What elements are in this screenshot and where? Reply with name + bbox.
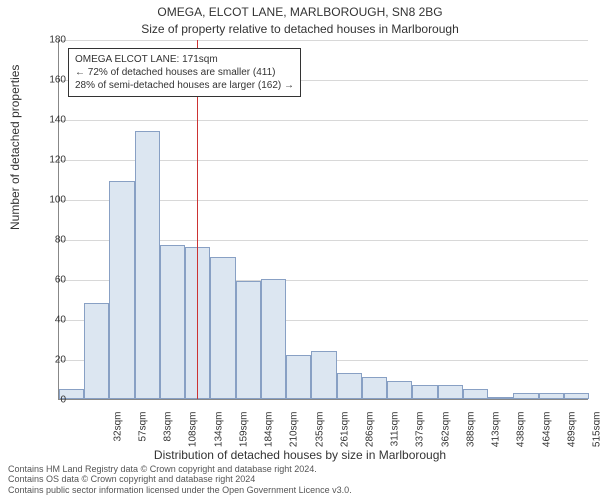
histogram-bar — [286, 355, 311, 399]
x-tick-label: 83sqm — [163, 412, 174, 462]
chart-container: OMEGA, ELCOT LANE, MARLBOROUGH, SN8 2BG … — [0, 0, 600, 500]
histogram-bar — [412, 385, 437, 399]
annotation-line2: ← 72% of detached houses are smaller (41… — [75, 66, 294, 79]
x-tick-label: 438sqm — [516, 412, 527, 462]
histogram-bar — [311, 351, 336, 399]
chart-title-line1: OMEGA, ELCOT LANE, MARLBOROUGH, SN8 2BG — [0, 5, 600, 19]
x-tick-label: 362sqm — [440, 412, 451, 462]
histogram-bar — [513, 393, 538, 399]
x-tick-label: 261sqm — [339, 412, 350, 462]
x-axis-label: Distribution of detached houses by size … — [0, 448, 600, 462]
gridline-h — [59, 40, 588, 41]
y-tick-label: 60 — [36, 275, 66, 286]
footer-line1: Contains HM Land Registry data © Crown c… — [8, 464, 592, 475]
x-tick-label: 134sqm — [213, 412, 224, 462]
histogram-bar — [160, 245, 185, 399]
x-tick-label: 413sqm — [491, 412, 502, 462]
histogram-bar — [438, 385, 463, 399]
histogram-bar — [564, 393, 589, 399]
footer-line2: Contains OS data © Crown copyright and d… — [8, 474, 592, 485]
x-tick-label: 337sqm — [415, 412, 426, 462]
y-tick-label: 100 — [36, 195, 66, 206]
x-tick-label: 184sqm — [264, 412, 275, 462]
y-tick-label: 140 — [36, 115, 66, 126]
y-tick-label: 80 — [36, 235, 66, 246]
histogram-bar — [387, 381, 412, 399]
histogram-bar — [539, 393, 564, 399]
histogram-bar — [210, 257, 235, 399]
y-tick-label: 0 — [36, 395, 66, 406]
x-tick-label: 210sqm — [289, 412, 300, 462]
histogram-bar — [135, 131, 160, 399]
y-tick-label: 40 — [36, 315, 66, 326]
histogram-bar — [84, 303, 109, 399]
footer: Contains HM Land Registry data © Crown c… — [8, 464, 592, 496]
x-tick-label: 464sqm — [541, 412, 552, 462]
y-tick-label: 20 — [36, 355, 66, 366]
gridline-h — [59, 120, 588, 121]
histogram-bar — [236, 281, 261, 399]
chart-title-line2: Size of property relative to detached ho… — [0, 22, 600, 36]
histogram-bar — [261, 279, 286, 399]
x-tick-label: 235sqm — [314, 412, 325, 462]
x-tick-label: 489sqm — [566, 412, 577, 462]
histogram-bar — [463, 389, 488, 399]
y-tick-label: 120 — [36, 155, 66, 166]
x-tick-label: 159sqm — [238, 412, 249, 462]
y-axis-label: Number of detached properties — [8, 65, 22, 230]
x-tick-label: 388sqm — [465, 412, 476, 462]
y-tick-label: 160 — [36, 75, 66, 86]
x-tick-label: 108sqm — [188, 412, 199, 462]
footer-line3: Contains public sector information licen… — [8, 485, 592, 496]
y-tick-label: 180 — [36, 35, 66, 46]
annotation-line1: OMEGA ELCOT LANE: 171sqm — [75, 53, 294, 66]
histogram-bar — [109, 181, 134, 399]
annotation-line3: 28% of semi-detached houses are larger (… — [75, 79, 294, 92]
histogram-bar — [362, 377, 387, 399]
histogram-bar — [337, 373, 362, 399]
x-tick-label: 286sqm — [365, 412, 376, 462]
histogram-bar — [488, 397, 513, 399]
x-tick-label: 515sqm — [592, 412, 600, 462]
annotation-box: OMEGA ELCOT LANE: 171sqm ← 72% of detach… — [68, 48, 301, 97]
x-tick-label: 57sqm — [137, 412, 148, 462]
x-tick-label: 32sqm — [112, 412, 123, 462]
x-tick-label: 311sqm — [390, 412, 401, 462]
